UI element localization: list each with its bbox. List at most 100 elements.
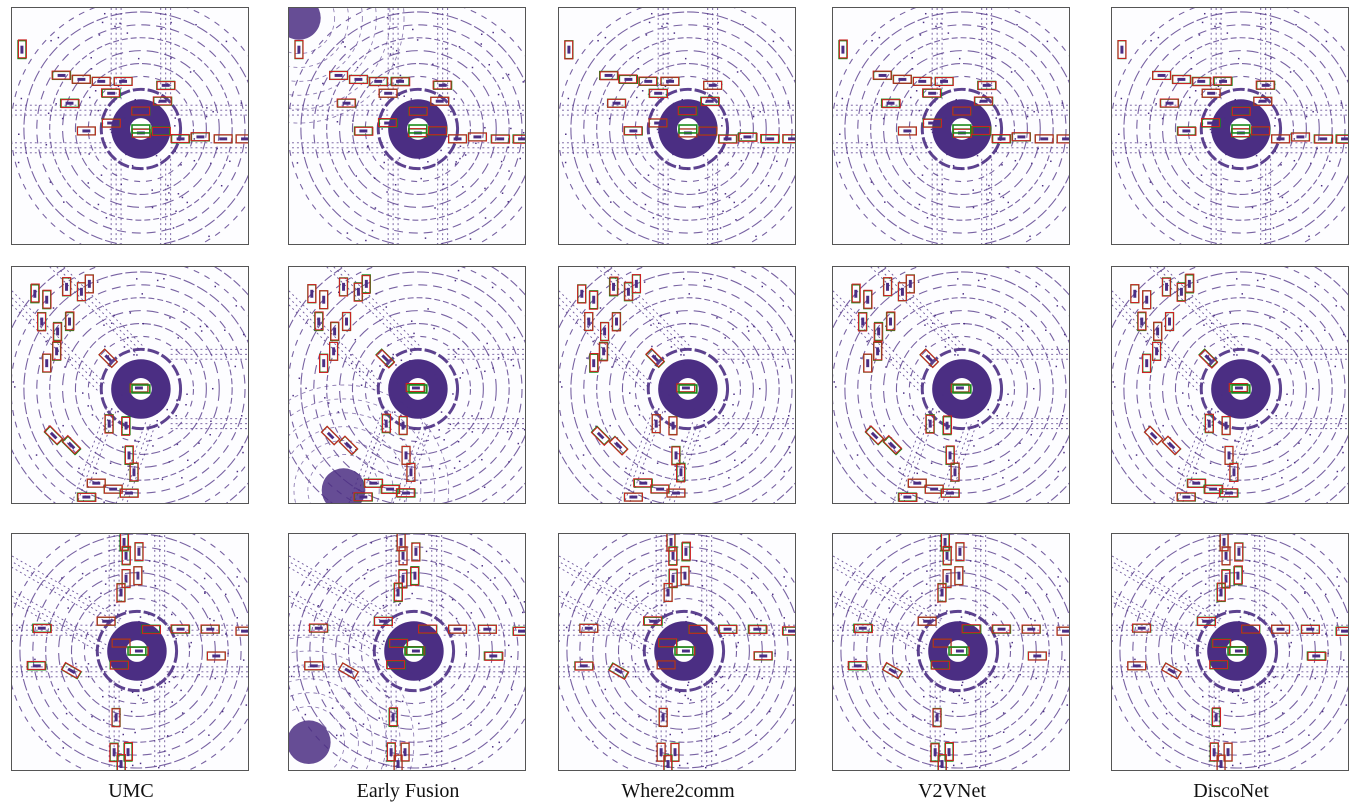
lidar-point — [461, 372, 464, 374]
vehicle-points — [957, 109, 966, 113]
lidar-point — [175, 638, 177, 640]
lidar-point — [156, 420, 158, 422]
vehicle-points — [119, 760, 123, 769]
vehicle-points — [413, 109, 422, 113]
prediction-box — [651, 414, 661, 434]
lidar-point — [494, 577, 496, 579]
lidar-point — [424, 673, 426, 675]
lidar-point — [992, 701, 994, 703]
lidar-point — [387, 344, 390, 346]
lidar-point — [1266, 199, 1268, 201]
vehicle-detection — [409, 566, 420, 586]
lidar-point — [772, 40, 775, 43]
lidar-point — [705, 766, 707, 769]
bev-panel-v2vnet-row-1 — [832, 7, 1070, 245]
prediction-box — [389, 707, 399, 727]
lidar-point — [510, 127, 512, 130]
lidar-point — [1221, 394, 1223, 396]
lidar-point — [756, 617, 758, 620]
prediction-box — [942, 569, 952, 589]
prediction-box — [598, 342, 608, 362]
prediction-box — [84, 274, 94, 294]
vehicle-detection — [912, 76, 932, 86]
vehicle-points — [161, 83, 170, 87]
prediction-box — [930, 743, 940, 763]
prediction-box — [1271, 624, 1291, 634]
lidar-point — [945, 107, 947, 110]
vehicle-detection — [386, 660, 406, 670]
lidar-point — [789, 451, 791, 454]
lidar-point — [1178, 467, 1180, 470]
prediction-box — [30, 283, 40, 303]
lidar-point-cloud — [833, 8, 1069, 244]
lidar-point — [703, 164, 706, 166]
lidar-point — [502, 77, 504, 79]
lidar-point — [65, 712, 68, 715]
lidar-point — [661, 25, 663, 28]
vehicle-points — [1179, 287, 1183, 296]
lidar-point — [1211, 424, 1214, 426]
ego-vehicle-box — [404, 646, 424, 656]
lidar-point — [168, 192, 170, 194]
vehicle-detection — [393, 754, 403, 770]
second-agent-ring — [289, 678, 373, 770]
prediction-box — [944, 741, 954, 761]
vehicle-detection — [101, 118, 121, 128]
prediction-box — [382, 413, 392, 433]
prediction-box — [1336, 626, 1348, 636]
prediction-box — [121, 416, 131, 436]
lidar-point — [1340, 415, 1343, 417]
lidar-point — [1293, 159, 1296, 162]
lidar-point — [441, 598, 444, 600]
vehicle-detection — [377, 118, 398, 128]
lidar-point — [1234, 439, 1236, 442]
bev-panel-early-fusion-row-1 — [288, 7, 526, 245]
vehicle-detection — [318, 353, 329, 373]
lidar-point — [119, 22, 121, 25]
lidar-point — [782, 305, 785, 307]
vehicle-points — [322, 359, 326, 368]
vehicle-detection — [448, 134, 468, 144]
lidar-point — [463, 699, 465, 701]
lidar-point — [705, 713, 708, 715]
prediction-box — [401, 445, 411, 465]
lidar-point — [137, 57, 140, 60]
vehicle-points — [414, 547, 418, 556]
lidar-ring — [339, 310, 497, 468]
vehicle-points — [364, 279, 368, 288]
road-edge-points — [12, 297, 102, 388]
lidar-point — [511, 688, 513, 691]
lidar-point — [372, 629, 375, 632]
vehicle-detection — [1221, 546, 1231, 566]
vehicle-points — [1137, 626, 1146, 630]
lidar-point — [137, 694, 139, 697]
lidar-point — [789, 659, 792, 661]
prediction-box — [898, 492, 918, 502]
prediction-box — [1152, 341, 1162, 361]
lidar-point — [425, 763, 427, 766]
lidar-point — [195, 362, 197, 364]
lidar-point — [735, 669, 738, 672]
vehicle-points — [651, 354, 660, 363]
lidar-ring — [1123, 271, 1348, 503]
lidar-point — [1325, 633, 1327, 635]
lidar-ring — [1123, 11, 1348, 244]
vehicle-points — [626, 287, 630, 296]
prediction-box — [110, 660, 130, 670]
lidar-ring — [309, 546, 519, 756]
lidar-point — [453, 98, 455, 100]
lidar-point — [500, 671, 502, 673]
prediction-box — [430, 96, 450, 106]
lidar-point — [1202, 695, 1204, 698]
vehicle-detection — [1313, 134, 1334, 144]
lidar-point — [136, 278, 138, 280]
lidar-point — [1258, 713, 1261, 715]
prediction-box — [1228, 383, 1248, 393]
lidar-point — [96, 281, 99, 283]
vehicle-detection — [782, 134, 795, 144]
lidar-point — [935, 697, 938, 699]
lidar-point — [734, 459, 736, 462]
vehicle-detection — [1212, 76, 1233, 86]
lidar-ring — [1187, 335, 1295, 443]
lidar-point — [298, 377, 301, 380]
